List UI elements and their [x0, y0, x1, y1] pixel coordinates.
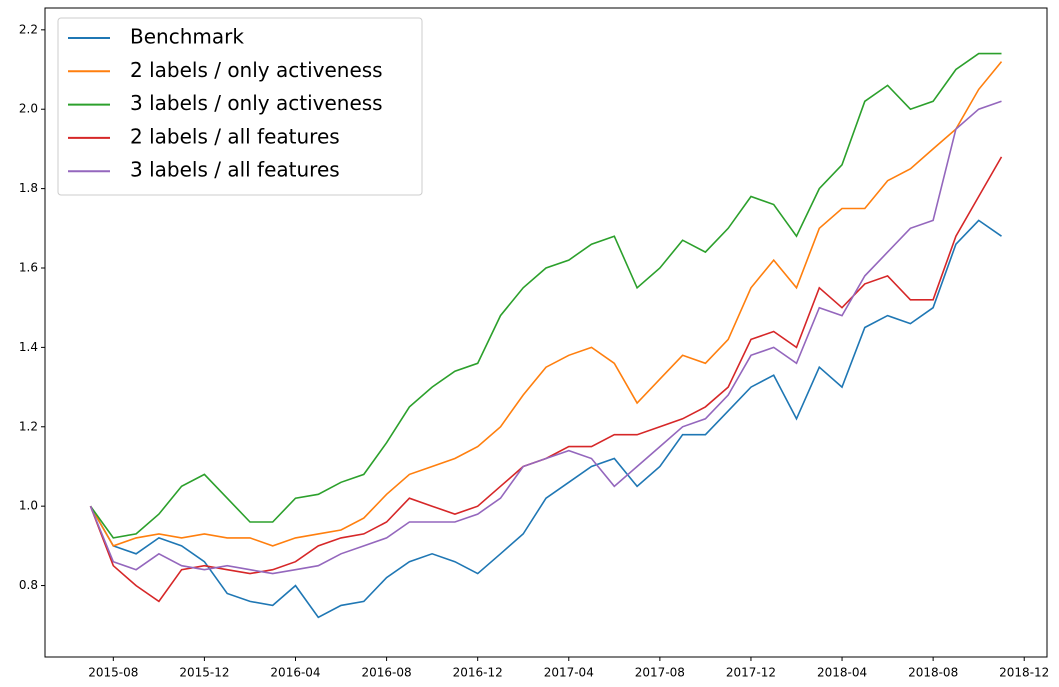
- legend-label: 2 labels / only activeness: [130, 58, 383, 82]
- y-tick-label: 1.2: [19, 419, 38, 433]
- x-tick-label: 2017-04: [544, 666, 594, 680]
- x-tick-label: 2016-12: [453, 666, 503, 680]
- y-tick-label: 1.6: [19, 260, 38, 274]
- legend-box: [57, 17, 423, 196]
- y-tick-label: 2.0: [19, 102, 38, 116]
- y-tick-label: 2.2: [19, 22, 38, 36]
- y-tick-label: 1.4: [19, 340, 38, 354]
- x-tick-label: 2018-12: [999, 666, 1049, 680]
- series-line: [89, 61, 1003, 547]
- x-tick-label: 2018-08: [908, 666, 958, 680]
- series-line: [89, 52, 1002, 539]
- y-tick-label: 0.8: [19, 578, 38, 592]
- x-tick-label: 2016-04: [270, 666, 320, 680]
- x-tick-label: 2017-08: [635, 666, 685, 680]
- x-tick-label: 2018-04: [817, 666, 867, 680]
- legend-label: 2 labels / all features: [130, 124, 340, 148]
- legend-label: 3 labels / all features: [130, 158, 340, 182]
- legend-label: 3 labels / only activeness: [130, 91, 383, 115]
- y-tick-label: 1.8: [19, 181, 38, 195]
- x-tick-label: 2015-08: [88, 666, 138, 680]
- series-line: [89, 219, 1002, 619]
- x-tick-label: 2016-08: [362, 666, 412, 680]
- y-tick-label: 1.0: [19, 499, 38, 513]
- x-tick-label: 2017-12: [726, 666, 776, 680]
- series-line: [89, 100, 1002, 575]
- x-tick-label: 2015-12: [179, 666, 229, 680]
- legend-label: Benchmark: [130, 25, 244, 49]
